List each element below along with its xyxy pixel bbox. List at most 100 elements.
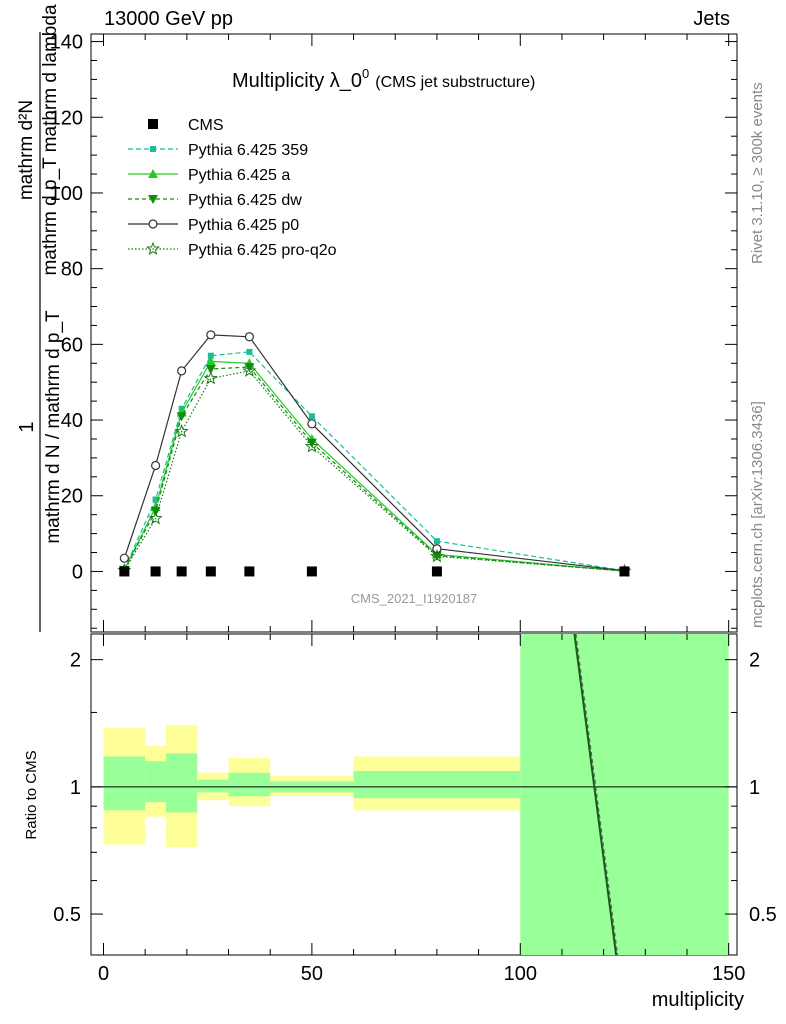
data-point xyxy=(304,439,319,453)
collision-energy-label: 13000 GeV pp xyxy=(104,8,233,30)
data-point xyxy=(619,566,630,577)
main-plot-frame xyxy=(90,33,738,633)
ratio-y-tick-label-1: 1 xyxy=(70,777,81,799)
data-point xyxy=(150,566,161,577)
stat-band-6 xyxy=(353,771,521,799)
legend-entry-2: Pythia 6.425 a xyxy=(128,167,290,184)
data-point xyxy=(119,553,129,563)
rivet-version-label: Rivet 3.1.10, ≥ 300k events xyxy=(749,82,766,264)
data-point xyxy=(207,352,214,359)
y-label-denominator: mathrm d p_T mathrm d lambda xyxy=(40,4,61,275)
ratio-curve-dashed xyxy=(575,633,619,956)
y-tick-label-0: 0 xyxy=(72,561,83,583)
y-tick-label-40: 40 xyxy=(61,410,83,432)
data-point xyxy=(205,356,216,366)
data-point xyxy=(205,566,216,577)
series-line xyxy=(123,360,625,572)
data-point xyxy=(203,371,218,385)
data-point xyxy=(307,419,317,429)
y-tick-label-120: 120 xyxy=(50,107,83,129)
data-point xyxy=(244,332,254,342)
legend-label: Pythia 6.425 359 xyxy=(188,142,308,159)
data-point xyxy=(176,566,187,577)
legend-label: Pythia 6.425 pro-q2o xyxy=(188,242,337,259)
data-point xyxy=(174,424,189,438)
series-pythia-6-425-359 xyxy=(121,348,628,574)
main-y-axis-label-denominator: mathrm d p_T mathrm d lambda xyxy=(40,4,61,275)
stat-band-2 xyxy=(166,753,198,813)
ratio-y-axis-label: Ratio to CMS xyxy=(23,750,40,839)
data-point xyxy=(148,511,163,525)
main-y-axis-label: 1 mathrm d N / mathrm d p_T xyxy=(16,32,64,632)
legend-marker xyxy=(148,119,158,129)
data-point xyxy=(205,364,216,374)
ratio-y-tick-label-2: 2 xyxy=(70,650,81,672)
data-point xyxy=(306,438,317,448)
data-point xyxy=(433,538,440,545)
legend-label: Pythia 6.425 p0 xyxy=(188,217,299,234)
legend-marker xyxy=(148,219,158,229)
stat-band-1 xyxy=(145,761,167,803)
data-point xyxy=(306,566,317,577)
legend-entry-4: Pythia 6.425 p0 xyxy=(128,217,299,234)
series-pythia-6-425-dw xyxy=(119,363,630,577)
y-label-one: 1 xyxy=(16,421,38,432)
series-line xyxy=(123,351,625,572)
stat-band-7 xyxy=(520,634,729,955)
series-pythia-6-425-a xyxy=(119,356,630,576)
legend-label: Pythia 6.425 dw xyxy=(188,192,302,209)
series-pythia-6-425-p0 xyxy=(119,330,630,576)
data-series xyxy=(117,330,632,578)
y-tick-label-60: 60 xyxy=(61,334,83,356)
legend-entry-5: Pythia 6.425 pro-q2o xyxy=(128,241,337,259)
x-tick-label-0: 0 xyxy=(98,963,109,985)
data-point xyxy=(429,548,444,563)
data-point xyxy=(176,412,187,422)
legend-entry-0: CMS xyxy=(148,117,224,134)
ratio-y-tick-label-right-1: 1 xyxy=(749,777,760,799)
series-line xyxy=(123,366,625,572)
y-tick-label-140: 140 xyxy=(50,32,83,54)
stat-band-0 xyxy=(103,756,146,811)
legend-marker xyxy=(148,195,158,204)
legend-marker xyxy=(148,169,158,178)
series-cms xyxy=(119,566,630,577)
data-point xyxy=(431,566,442,577)
stat-band-4 xyxy=(228,772,271,797)
data-point xyxy=(206,330,216,340)
ratio-plot-frame xyxy=(90,633,738,956)
x-axis-label: multiplicity xyxy=(652,989,744,1011)
y-tick-label-20: 20 xyxy=(61,486,83,508)
mcplots-label: mcplots.cern.ch [arXiv:1306.3436] xyxy=(749,401,766,628)
x-tick-label-100: 100 xyxy=(504,963,537,985)
ratio-axis-ticks: 0.5 0.5 1 1 2 2 0 50 100 150 xyxy=(53,634,777,985)
ratio-y-tick-label-right-2: 2 xyxy=(749,650,760,672)
ratio-curve xyxy=(573,633,618,956)
data-point xyxy=(246,348,253,355)
main-y-axis-ticks: 0 20 40 60 80 100 120 140 xyxy=(50,32,737,632)
main-y-axis-label-fraction: mathrm d²N xyxy=(16,100,37,200)
data-point xyxy=(151,460,161,471)
data-point xyxy=(152,496,159,503)
data-point xyxy=(432,544,442,554)
series-line xyxy=(123,370,625,572)
series-pythia-6-425-pro-q2o xyxy=(117,363,632,578)
data-point xyxy=(244,566,255,577)
y-label-main: mathrm d N / mathrm d p_T xyxy=(43,310,64,544)
analysis-category-label: Jets xyxy=(693,8,730,30)
y-tick-label-100: 100 xyxy=(50,183,83,205)
data-point xyxy=(308,413,315,420)
legend-marker xyxy=(146,241,160,256)
data-point xyxy=(242,363,257,377)
y-label-numerator: mathrm d²N xyxy=(16,100,37,200)
legend-label: Pythia 6.425 a xyxy=(188,167,290,184)
data-point xyxy=(119,566,130,577)
y-tick-label-80: 80 xyxy=(61,259,83,281)
stat-band-3 xyxy=(197,779,229,793)
legend-entry-1: Pythia 6.425 359 xyxy=(128,142,308,159)
series-line xyxy=(123,334,625,572)
x-tick-label-50: 50 xyxy=(301,963,323,985)
analysis-watermark: CMS_2021_I1920187 xyxy=(351,591,478,606)
ratio-y-tick-label-right-0.5: 0.5 xyxy=(749,904,777,926)
